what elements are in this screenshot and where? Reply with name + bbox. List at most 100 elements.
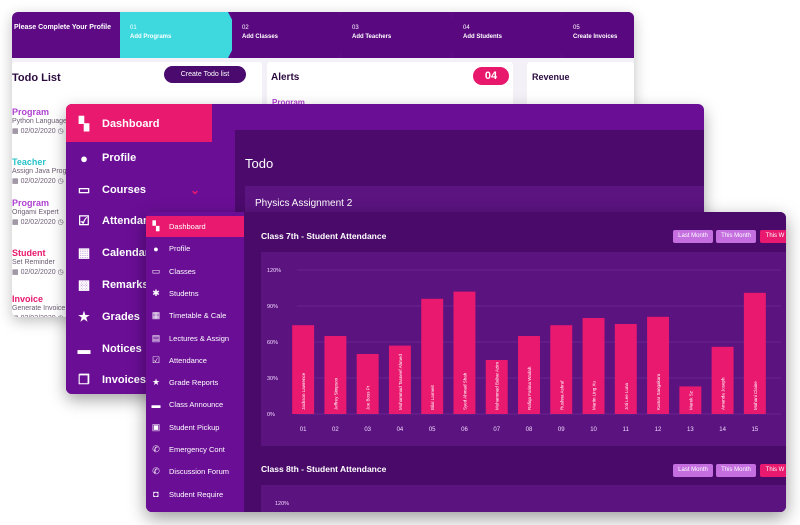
sidebar-item-emergency-cont[interactable]: ✆ Emergency Cont xyxy=(146,439,244,460)
sidebar-item-label: Emergency Cont xyxy=(169,445,225,454)
calendar-icon: ▦ xyxy=(12,128,19,135)
calendar-icon: ▦ xyxy=(12,178,19,185)
alerts-title: Alerts xyxy=(271,72,300,83)
this-month-button[interactable]: This Month xyxy=(716,464,756,477)
sidebar-item-classes[interactable]: ▭ Classes xyxy=(146,261,244,282)
attendance-panel: Class 7th - Student Attendance Last Mont… xyxy=(258,212,786,512)
bar xyxy=(292,325,315,414)
sidebar-item-timetable-cale[interactable]: ▦ Timetable & Cale xyxy=(146,305,244,326)
announce-icon: ▬ xyxy=(151,399,161,410)
bar xyxy=(582,318,605,414)
step-label: Create Invoices xyxy=(573,34,618,40)
todo-category: Teacher xyxy=(12,157,46,167)
courses-icon: ▭ xyxy=(77,182,91,197)
sidebar-item-label: Profile xyxy=(102,152,137,164)
students-icon: ✱ xyxy=(152,287,160,298)
sidebar-item-profile[interactable]: ● Profile xyxy=(66,142,212,174)
calendar-icon: ▦ xyxy=(12,219,19,226)
clock-icon: ◷ xyxy=(57,128,64,135)
step-add-programs[interactable]: 01 Add Programs xyxy=(120,12,240,58)
sidebar-item-remarks[interactable]: ▩ Remarks xyxy=(66,269,212,301)
sidebar-item-notices[interactable]: ▬ Notices xyxy=(66,333,212,365)
this-week-button[interactable]: This W xyxy=(760,230,786,243)
sidebar-item-attendance[interactable]: ☑ Attendance xyxy=(146,350,244,371)
step-number: 04 xyxy=(463,25,470,31)
invoice-icon: ❐ xyxy=(78,372,90,387)
bar xyxy=(614,324,637,414)
todo-list-title: Todo List xyxy=(12,72,61,84)
bar-name-label: Martin Ling Xu xyxy=(592,380,597,410)
step-number: 01 xyxy=(130,25,137,31)
sidebar-item-label: Invoices xyxy=(102,374,147,386)
clock-icon: ◷ xyxy=(58,315,64,317)
calendar-icon: ▦ xyxy=(77,245,91,260)
step-add-teachers[interactable]: 03 Add Teachers xyxy=(342,12,460,58)
sidebar: ▚ Dashboard ● Profile ▭ Classes ✱ Studetns ▦ Time… xyxy=(146,212,244,512)
todo-item[interactable]: Student Set Reminder ▦ 02/02/2020 ◷ xyxy=(12,248,252,276)
sidebar-item-studetns[interactable]: ✱ Studetns xyxy=(146,283,244,304)
todo-date: ▦ 02/02/2020 ◷ xyxy=(12,218,252,226)
sidebar-item-profile[interactable]: ● Profile xyxy=(146,238,244,259)
bar-name-label: Muhammad Babar Azim xyxy=(495,362,500,410)
sidebar-item-student-require[interactable]: ◘ Student Require xyxy=(146,484,244,505)
x-tick-label: 02 xyxy=(332,427,339,433)
todo-date: ▦ 02/02/2020 ◷ xyxy=(12,127,252,135)
create-todo-button[interactable]: Create Todo list xyxy=(164,66,246,83)
chevron-down-icon[interactable]: ⌄ xyxy=(190,183,201,197)
user-icon: ● xyxy=(153,243,159,254)
bar-name-label: Rafiqa Fatima Wadah xyxy=(527,366,532,410)
sidebar-item-class-announce[interactable]: ▬ Class Announce xyxy=(146,394,244,415)
bar xyxy=(453,291,476,414)
x-tick-label: 01 xyxy=(300,427,307,433)
todo-date: ▦ 02/02/2020 ◷ xyxy=(12,314,252,317)
bar-name-label: Joti Lee Luna xyxy=(624,382,629,410)
last-month-button[interactable]: Last Month xyxy=(673,230,713,243)
step-add-classes[interactable]: 02 Add Classes xyxy=(232,12,350,58)
user-icon: ● xyxy=(80,150,88,166)
step-number: 02 xyxy=(242,25,249,31)
y-tick-label: 120% xyxy=(267,268,281,274)
sidebar-item-calendar[interactable]: ▦ Calendar xyxy=(66,237,212,269)
this-week-button[interactable]: This W xyxy=(760,464,786,477)
step-create-invoices[interactable]: 05 Create Invoices xyxy=(563,12,634,58)
require-icon: ◘ xyxy=(153,489,159,500)
sidebar-item-dashboard[interactable]: ▚ Dashboard xyxy=(66,108,212,140)
sidebar-item-grades[interactable]: ★ Grades xyxy=(66,301,212,333)
sidebar-item-student-pickup[interactable]: ▣ Student Pickup xyxy=(146,417,244,438)
sidebar-item-invoices[interactable]: ❐ Invoices xyxy=(66,364,212,394)
assignment-title: Physics Assignment 2 xyxy=(255,198,353,209)
sidebar-item-label: Notices xyxy=(102,343,142,355)
step-add-students[interactable]: 04 Add Students xyxy=(453,12,571,58)
todo-item[interactable]: Program Python Language ▦ 02/02/2020 ◷ xyxy=(12,107,252,135)
phone-icon: ✆ xyxy=(152,444,160,454)
y-tick-label: 90% xyxy=(267,304,278,310)
bar xyxy=(711,346,734,414)
x-tick-label: 07 xyxy=(493,427,500,433)
sidebar-item-label: Calendar xyxy=(102,247,150,259)
sidebar-item-grade-reports[interactable]: ★ Grade Reports xyxy=(146,372,244,393)
attendance-chart: 0% 30% 60% 90% 120% Jackson Lawrence 01 Jeffrey… xyxy=(261,252,786,446)
calendar-icon: ▦ xyxy=(12,315,19,317)
this-month-button[interactable]: This Month xyxy=(716,230,756,243)
sidebar-item-label: Lectures & Assign xyxy=(169,333,230,343)
todo-description: Generate Invoice xyxy=(12,305,66,312)
x-tick-label: 10 xyxy=(590,427,597,433)
sidebar-item-lectures-assign[interactable]: ▤ Lectures & Assign xyxy=(146,328,244,349)
sidebar-item-discussion-forum[interactable]: ✆ Discussion Forum xyxy=(146,461,244,482)
todo-description: Set Reminder xyxy=(12,259,55,266)
todo-item[interactable]: Program Origami Expert ▦ 02/02/2020 ◷ xyxy=(12,198,252,226)
todo-item[interactable]: Teacher Assign Java Program ▦ 02/02/2020 ◷ xyxy=(12,157,252,185)
step-label: Add Students xyxy=(463,34,502,40)
todo-category: Program xyxy=(12,198,50,208)
bar-name-label: Amanda Joseph xyxy=(721,377,726,410)
sidebar-item-dashboard[interactable]: ▚ Dashboard xyxy=(146,216,244,237)
alert-item-category: Program xyxy=(272,98,305,107)
sidebar-item-courses[interactable]: ▭ Courses ⌄ xyxy=(66,174,212,206)
x-tick-label: 09 xyxy=(558,427,565,433)
step-label: Add Classes xyxy=(242,34,279,40)
sidebar-item-label: Classes xyxy=(169,266,196,276)
last-month-button[interactable]: Last Month xyxy=(673,464,713,477)
todo-category: Invoice xyxy=(12,294,44,304)
sidebar-item-label: Discussion Forum xyxy=(169,467,230,477)
